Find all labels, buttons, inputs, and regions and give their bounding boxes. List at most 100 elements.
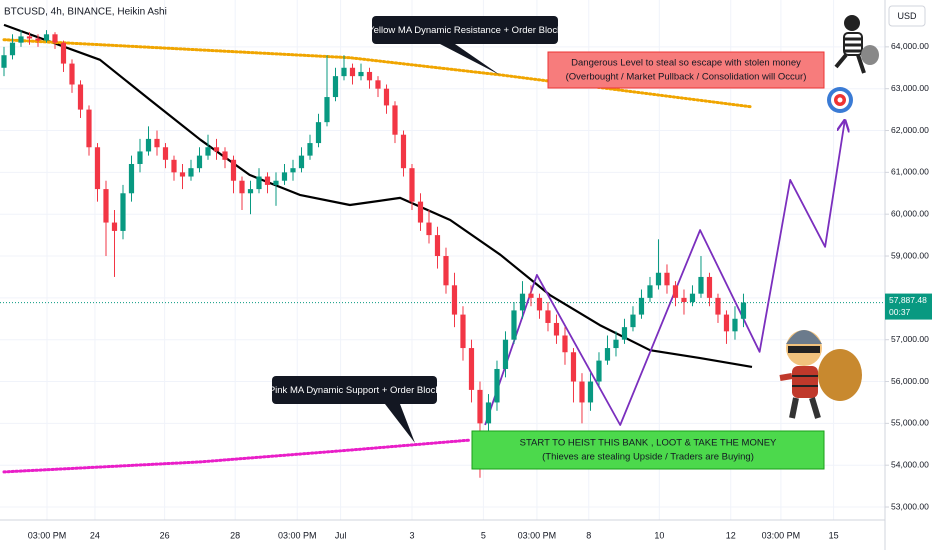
annotation-text: (Overbought / Market Pullback / Consolid… (566, 72, 807, 83)
y-tick-label: 60,000.00 (891, 208, 929, 218)
candle-body (417, 201, 424, 223)
y-tick-label: 61,000.00 (891, 167, 929, 177)
candle-body (383, 88, 390, 106)
candle-body (587, 381, 594, 403)
candle-body (196, 155, 203, 169)
candle-body (451, 285, 458, 315)
candle-body (613, 339, 619, 349)
candle-body (341, 67, 347, 77)
candle-body (460, 314, 466, 349)
candle-body (324, 97, 330, 123)
candle-body (672, 285, 679, 298)
candle-body (723, 314, 730, 332)
candle-body (307, 143, 313, 156)
candle-body (290, 168, 296, 173)
x-tick-label: 10 (654, 530, 664, 540)
candle-body (545, 310, 551, 323)
candle-body (536, 297, 543, 311)
x-tick-label: 03:00 PM (28, 530, 67, 540)
line-series (484, 122, 844, 426)
candle-body (443, 256, 449, 286)
last-price-box (885, 293, 932, 320)
x-tick-label: 26 (160, 530, 170, 540)
candle-body (349, 67, 356, 77)
candle-body (137, 151, 143, 164)
candle-body (519, 293, 526, 311)
candle-body (604, 348, 611, 361)
annotation-text: START TO HEIST THIS BANK , LOOT & TAKE T… (520, 438, 777, 449)
candle-body (281, 172, 288, 181)
candle-body (621, 327, 628, 340)
candle-body (332, 76, 339, 98)
candle-body (366, 71, 373, 81)
x-tick-label: 15 (829, 530, 839, 540)
target-icon (827, 87, 853, 113)
candle-body (171, 159, 177, 173)
candle-body (111, 222, 118, 231)
x-tick-label: 8 (586, 530, 591, 540)
annotation-danger: Dangerous Level to steal so escape with … (547, 51, 825, 89)
y-tick-label: 59,000.00 (891, 250, 929, 260)
candle-body (26, 36, 33, 39)
candle-body (732, 318, 738, 332)
candle-body (298, 155, 305, 169)
x-tick-label: 12 (726, 530, 736, 540)
y-tick-label: 54,000.00 (891, 459, 929, 469)
candle-body (638, 297, 645, 315)
candle-body (43, 34, 50, 41)
line-series (2, 438, 472, 474)
annotation-text: Dangerous Level to steal so escape with … (571, 58, 801, 69)
x-tick-label: 3 (409, 530, 414, 540)
candle-body (434, 235, 441, 257)
annotation-pink: Pink MA Dynamic Support + Order Block (269, 376, 440, 443)
x-tick-label: 28 (230, 530, 240, 540)
robber-icon (779, 330, 862, 419)
candle-body (145, 138, 152, 152)
x-tick-label: 03:00 PM (762, 530, 801, 540)
candle-body (9, 42, 16, 56)
candle-body (264, 176, 271, 185)
candle-body (18, 36, 24, 43)
candle-body (562, 335, 568, 353)
candle-body (468, 348, 475, 390)
candle-body (630, 314, 636, 328)
candle-body (69, 63, 75, 85)
candle-body (553, 322, 560, 336)
candle-body (230, 159, 237, 181)
annotation-text: Yellow MA Dynamic Resistance + Order Blo… (368, 25, 562, 36)
candle-body (205, 147, 211, 156)
candle-body (485, 402, 492, 424)
candle-body (426, 222, 432, 236)
candle-body (579, 381, 585, 403)
countdown-label: 00:37 (889, 307, 911, 317)
candle-body (511, 310, 517, 340)
candle-body (154, 138, 160, 148)
y-tick-label: 53,000.00 (891, 501, 929, 511)
candle-body (570, 352, 577, 382)
x-tick-label: 5 (481, 530, 486, 540)
y-tick-label: 62,000.00 (891, 125, 929, 135)
candle-body (256, 176, 262, 190)
candle-body (120, 193, 126, 231)
currency-button[interactable] (888, 5, 926, 27)
candle-body (247, 189, 254, 194)
candle-body (706, 276, 713, 298)
x-tick-label: 24 (90, 530, 100, 540)
thief-icon (834, 15, 879, 74)
candle-body (400, 134, 407, 169)
candle-body (689, 293, 696, 303)
candle-body (222, 151, 228, 160)
candle-body (128, 163, 135, 194)
candle-body (213, 147, 220, 152)
candle-body (409, 168, 415, 202)
candle-body (315, 122, 322, 144)
candle-body (94, 147, 101, 190)
candle-body (188, 168, 194, 177)
y-tick-label: 56,000.00 (891, 376, 929, 386)
candle-body (60, 42, 67, 64)
candle-body (86, 109, 92, 148)
plot (1, 23, 844, 478)
last-price-label: 57,887.48 (889, 295, 927, 305)
candle-body (596, 360, 602, 382)
candle-body (103, 189, 109, 223)
